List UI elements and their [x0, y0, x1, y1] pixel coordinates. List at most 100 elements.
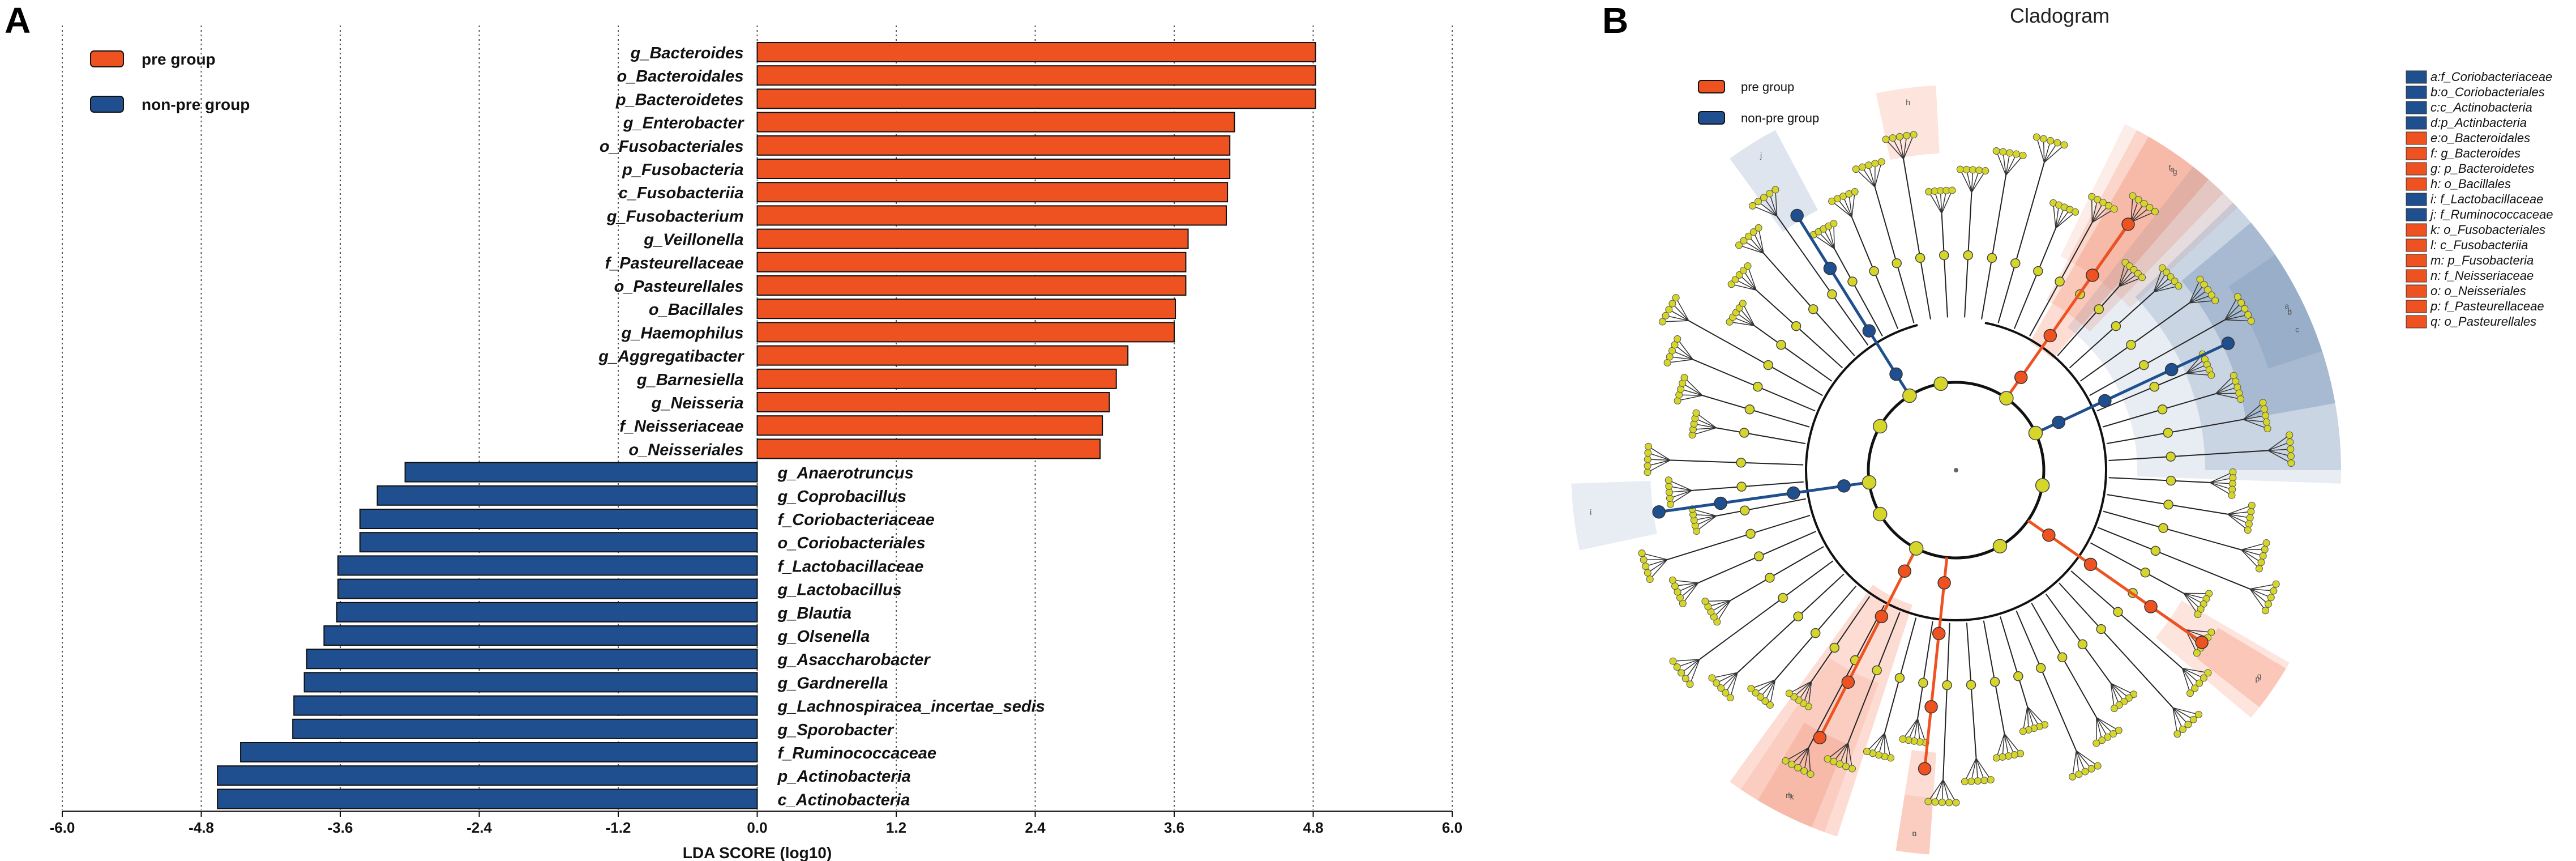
leaf-edge — [1903, 134, 1914, 160]
clade-highlight-a — [2228, 254, 2322, 369]
leaf-node — [2184, 721, 2192, 728]
branch-25 — [2106, 419, 2244, 445]
leaf-edge — [1769, 193, 1778, 216]
leaf-node — [2262, 539, 2270, 547]
phylum-node-3 — [2028, 425, 2043, 441]
clad-legend-swatch-1 — [1698, 111, 1725, 125]
path-ruminococcaceae-node — [1790, 208, 1804, 223]
node-mid-19 — [2094, 304, 2104, 314]
branch-54 — [1692, 481, 1804, 491]
leaf-edge — [2241, 549, 2263, 557]
clade-highlight-g — [2060, 123, 2238, 308]
node-mid-1 — [1744, 404, 1755, 415]
leaf-edge — [2130, 207, 2150, 223]
clade-letter: e — [2170, 165, 2175, 174]
leaf-node — [2146, 203, 2154, 211]
leaf-edge — [2153, 276, 2171, 293]
branch-23 — [2096, 373, 2186, 412]
leaf-node — [2081, 768, 2089, 775]
leaf-node — [2247, 317, 2255, 325]
bar-g_Sporobacter — [292, 718, 758, 739]
leaf-node — [2179, 725, 2186, 733]
leaf-edge — [2055, 211, 2076, 229]
leaf-edge — [1682, 582, 1699, 604]
leaf-edge — [1818, 231, 1835, 249]
leaf-node — [2151, 208, 2159, 216]
node-mid-34 — [2096, 624, 2106, 634]
leaf-node — [1744, 262, 1752, 270]
leaf-edge — [2055, 204, 2060, 228]
leaf-edge — [2243, 415, 2266, 420]
leaf-edge — [1742, 303, 1755, 326]
leaf-edge — [1735, 312, 1755, 326]
bar-label: o_Bacteroidales — [617, 67, 743, 86]
branch-46 — [1811, 596, 1871, 682]
leaf-edge — [2224, 319, 2252, 322]
leaf-node — [2060, 141, 2068, 149]
node-mid-48 — [1793, 611, 1803, 621]
leaf-edge — [1903, 135, 1907, 159]
leaf-edge — [1672, 303, 1689, 321]
leaf-edge — [2186, 364, 2207, 374]
x-tick-label: -6.0 — [50, 819, 75, 836]
leaf-node — [2115, 727, 2123, 735]
leaf-node — [1895, 133, 1903, 140]
phylum-node-6 — [1909, 541, 1924, 556]
ring-class — [1805, 319, 2107, 621]
leaf-node — [1987, 776, 1995, 784]
branch-12 — [1941, 213, 1948, 318]
path-bacteroidetes — [2005, 219, 2133, 399]
leaf-edge — [2183, 593, 2207, 599]
leaf-node — [2204, 669, 2212, 677]
leaf-edge — [2130, 195, 2133, 223]
bar-label: c_Actinobacteria — [778, 791, 910, 809]
node-mid-2 — [1752, 381, 1763, 392]
leaf-node — [1889, 134, 1897, 142]
bar-g_Aggregatibacter — [756, 345, 1129, 366]
leaf-edge — [2172, 707, 2199, 715]
leaf-node — [1788, 760, 1796, 768]
leaf-edge — [1711, 672, 1738, 679]
leaf-edge — [1760, 679, 1776, 697]
leaf-node — [2270, 587, 2278, 595]
leaf-edge — [2110, 683, 2125, 702]
leaf-node — [2088, 193, 2096, 201]
x-tick-label: -1.2 — [606, 819, 631, 836]
node-mid-5 — [1791, 321, 1802, 331]
path-bacteroidetes-node — [2014, 370, 2028, 384]
leaf-edge — [2227, 511, 2251, 515]
clade-letter: i — [1590, 508, 1591, 517]
lda-bar-chart: -6.0 -4.8 -3.6 -2.4 -1.2 0.0 1.2 2.4 3.6 4.8 6.0 LD… — [50, 25, 1462, 861]
leaf-edge — [1669, 490, 1692, 493]
leaf-edge — [1739, 274, 1757, 291]
leaf-node — [2019, 151, 2027, 159]
leaf-edge — [1975, 758, 1979, 781]
node-mid-53 — [1739, 505, 1750, 515]
leaf-edge — [2267, 449, 2291, 451]
leaf-node — [1903, 131, 1911, 139]
node-mid-38 — [2013, 671, 2023, 681]
leaf-node — [1708, 674, 1716, 682]
leaf-edge — [2119, 277, 2142, 287]
leaf-edge — [2215, 381, 2236, 394]
phylum-node-4 — [2035, 478, 2050, 493]
leaf-edge — [2096, 717, 2119, 731]
leaf-node — [2246, 514, 2254, 522]
x-tick-label: 2.4 — [1025, 819, 1046, 836]
branch-20 — [2069, 291, 2154, 369]
leaf-edge — [2210, 482, 2232, 496]
leaf-node — [1756, 693, 1764, 701]
x-tick-label: 4.8 — [1303, 819, 1323, 836]
leaf-edge — [1647, 459, 1671, 467]
path-actinobacteria-node — [2098, 394, 2112, 408]
node-mid-28 — [2163, 500, 2173, 510]
clade-highlight-b — [2181, 222, 2335, 419]
leaf-node — [2193, 649, 2201, 657]
clade-letter: a — [2284, 301, 2289, 310]
leaf-edge — [1892, 138, 1904, 160]
node-mid-23 — [2149, 381, 2160, 392]
leaf-edge — [1884, 732, 1892, 758]
bar-g_Anaerotruncus — [404, 462, 758, 483]
leaf-edge — [1674, 344, 1693, 360]
leaf-node — [1726, 694, 1734, 702]
